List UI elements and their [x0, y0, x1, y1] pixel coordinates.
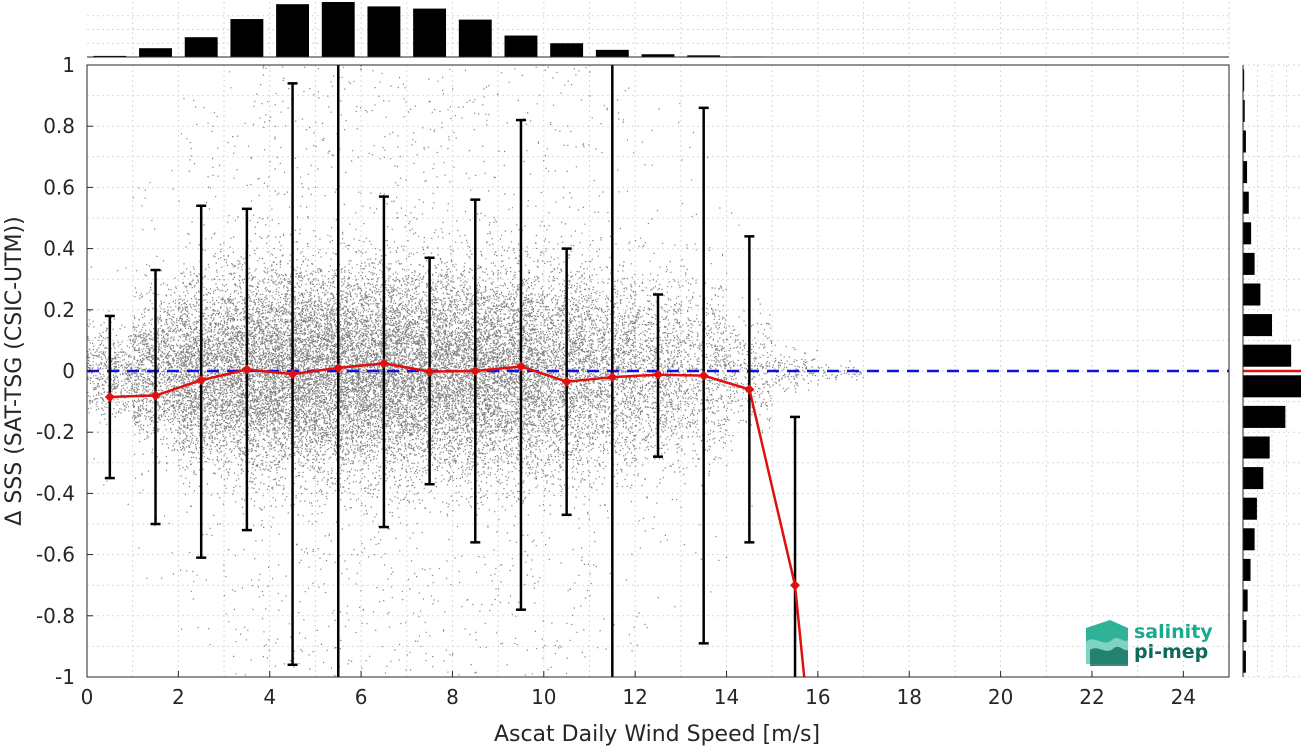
y-tick-label: -0.6	[36, 543, 75, 567]
x-axis-label: Ascat Daily Wind Speed [m/s]	[494, 722, 820, 747]
right-hist-bar	[1243, 69, 1245, 92]
top-hist-bar	[276, 4, 310, 57]
right-histogram	[1242, 64, 1301, 678]
mean-points	[104, 358, 801, 591]
x-tick-label: 0	[81, 685, 94, 709]
x-tick-label: 24	[1171, 685, 1196, 709]
top-hist-bar	[504, 35, 538, 57]
right-hist-bar	[1243, 405, 1286, 428]
x-axis-ticks: 0 2 4 6 8 10 12 14 16 18 20 22 24	[81, 671, 1196, 709]
error-bar	[790, 415, 801, 677]
right-hist-bar	[1243, 222, 1252, 245]
top-hist-bar	[595, 49, 629, 57]
top-hist-bar	[230, 19, 264, 57]
mean-point	[333, 362, 344, 373]
mean-point	[104, 392, 115, 403]
top-hist-bar	[139, 48, 172, 57]
top-hist-bar	[687, 55, 721, 57]
top-hist-bar	[367, 6, 401, 57]
right-hist-bar	[1243, 436, 1270, 459]
y-tick-label: -0.8	[36, 604, 75, 628]
right-hist-bar	[1243, 528, 1255, 551]
right-hist-bar	[1243, 99, 1245, 122]
x-tick-label: 14	[714, 685, 739, 709]
y-tick-label: 0.6	[43, 175, 75, 199]
x-tick-label: 20	[988, 685, 1013, 709]
x-tick-label: 8	[446, 685, 459, 709]
y-tick-label: 0.4	[43, 237, 75, 261]
y-tick-label: 0.8	[43, 114, 75, 138]
mean-point	[561, 376, 572, 387]
y-tick-label: -0.2	[36, 420, 75, 444]
mean-point	[698, 370, 709, 381]
mean-point	[607, 372, 618, 383]
right-hist-bar	[1243, 344, 1292, 367]
right-hist-bar	[1243, 620, 1247, 643]
mean-point	[653, 369, 663, 380]
mean-point	[287, 369, 298, 380]
logo-wave-icon	[1086, 620, 1128, 666]
x-tick-label: 6	[355, 685, 368, 709]
y-tick-label: 0.2	[43, 298, 75, 322]
x-tick-label: 18	[897, 685, 922, 709]
mean-point	[378, 358, 389, 369]
salinity-pi-mep-logo: salinity pi-mep	[1086, 620, 1213, 666]
top-hist-bar	[321, 2, 355, 57]
y-axis-ticks: -1 -0.8 -0.6 -0.4 -0.2 0 0.2 0.4 0.6 0.8 1	[36, 53, 93, 689]
mean-point	[196, 375, 207, 386]
right-hist-bar	[1243, 283, 1261, 306]
right-hist-bar	[1243, 161, 1248, 184]
top-hist-bar	[93, 55, 127, 57]
y-axis-label: Δ SSS (SAT-TSG (CSIC-UTM))	[2, 216, 27, 525]
right-hist-bar	[1243, 650, 1246, 673]
right-hist-bar	[1243, 497, 1257, 520]
mean-point	[424, 366, 435, 377]
top-hist-bar	[458, 19, 492, 58]
right-hist-bar	[1243, 130, 1246, 153]
mean-point	[150, 390, 161, 401]
logo-line2: pi-mep	[1134, 641, 1208, 663]
mean-point	[470, 366, 481, 376]
logo-line1: salinity	[1134, 621, 1213, 643]
right-hist-bar	[1243, 252, 1255, 275]
x-tick-label: 16	[805, 685, 830, 709]
y-tick-label: -0.4	[36, 481, 75, 505]
y-tick-label: 1	[62, 53, 75, 77]
mean-point	[241, 364, 252, 375]
top-hist-bar	[413, 8, 447, 58]
right-hist-bar	[1243, 191, 1249, 214]
right-hist-bar	[1243, 589, 1248, 612]
y-tick-label: 0	[62, 359, 75, 383]
right-hist-bar	[1243, 375, 1301, 398]
x-tick-label: 2	[172, 685, 185, 709]
right-hist-bar	[1243, 314, 1272, 337]
x-tick-label: 4	[263, 685, 276, 709]
y-tick-label: -1	[55, 665, 75, 689]
top-hist-bar	[550, 43, 584, 57]
mean-point	[515, 361, 526, 372]
mean-point	[744, 384, 755, 395]
x-tick-label: 10	[531, 685, 556, 709]
x-tick-label: 12	[622, 685, 647, 709]
x-tick-label: 22	[1079, 685, 1104, 709]
right-hist-bar	[1243, 558, 1251, 581]
top-hist-bar	[641, 54, 675, 57]
top-histogram	[87, 2, 1230, 58]
right-hist-bar	[1243, 467, 1264, 490]
top-hist-bar	[184, 37, 218, 57]
mean-point	[790, 580, 801, 591]
